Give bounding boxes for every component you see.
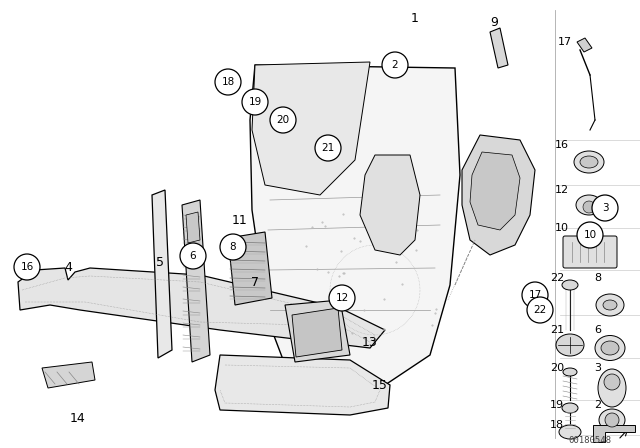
- Ellipse shape: [559, 425, 581, 439]
- Text: 8: 8: [595, 273, 602, 283]
- Text: 10: 10: [555, 223, 569, 233]
- Text: 5: 5: [156, 255, 164, 268]
- Polygon shape: [577, 38, 592, 52]
- Ellipse shape: [601, 341, 619, 355]
- Polygon shape: [250, 65, 460, 385]
- Text: 17: 17: [529, 290, 541, 300]
- Polygon shape: [42, 362, 95, 388]
- Text: 21: 21: [321, 143, 335, 153]
- Text: 20: 20: [550, 363, 564, 373]
- Polygon shape: [593, 425, 635, 442]
- Text: 13: 13: [362, 336, 378, 349]
- Text: 7: 7: [251, 276, 259, 289]
- Text: 12: 12: [555, 185, 569, 195]
- Polygon shape: [152, 190, 172, 358]
- Polygon shape: [470, 152, 520, 230]
- Text: 20: 20: [276, 115, 289, 125]
- Text: 11: 11: [232, 214, 248, 227]
- Circle shape: [592, 195, 618, 221]
- Text: 1: 1: [411, 12, 419, 25]
- Text: 3: 3: [602, 203, 608, 213]
- Circle shape: [583, 201, 595, 213]
- Text: 18: 18: [221, 77, 235, 87]
- Text: 6: 6: [189, 251, 196, 261]
- Ellipse shape: [563, 368, 577, 376]
- Circle shape: [604, 374, 620, 390]
- Text: 21: 21: [550, 325, 564, 335]
- Ellipse shape: [596, 294, 624, 316]
- Circle shape: [382, 52, 408, 78]
- Polygon shape: [252, 62, 370, 195]
- Polygon shape: [186, 212, 200, 243]
- Text: 12: 12: [335, 293, 349, 303]
- Text: 16: 16: [20, 262, 34, 272]
- Text: 2: 2: [595, 400, 602, 410]
- Polygon shape: [292, 308, 342, 357]
- Circle shape: [14, 254, 40, 280]
- Text: 14: 14: [70, 412, 86, 425]
- Text: 8: 8: [230, 242, 236, 252]
- Polygon shape: [215, 355, 390, 415]
- Text: 19: 19: [248, 97, 262, 107]
- Text: 16: 16: [555, 140, 569, 150]
- Text: 00180548: 00180548: [568, 435, 611, 444]
- Text: 15: 15: [372, 379, 388, 392]
- Text: 17: 17: [558, 37, 572, 47]
- Polygon shape: [228, 232, 272, 305]
- Text: 22: 22: [533, 305, 547, 315]
- Text: 2: 2: [392, 60, 398, 70]
- Text: 22: 22: [550, 273, 564, 283]
- Text: 19: 19: [550, 400, 564, 410]
- Polygon shape: [182, 200, 210, 362]
- Circle shape: [270, 107, 296, 133]
- Ellipse shape: [580, 156, 598, 168]
- Circle shape: [522, 282, 548, 308]
- Circle shape: [605, 413, 619, 427]
- Text: 9: 9: [490, 16, 498, 29]
- Text: 10: 10: [584, 230, 596, 240]
- Ellipse shape: [599, 409, 625, 431]
- Ellipse shape: [598, 369, 626, 407]
- Ellipse shape: [603, 300, 617, 310]
- Circle shape: [329, 285, 355, 311]
- Circle shape: [215, 69, 241, 95]
- Ellipse shape: [576, 195, 602, 215]
- Polygon shape: [490, 28, 508, 68]
- Polygon shape: [285, 300, 350, 362]
- Ellipse shape: [595, 336, 625, 361]
- Text: 18: 18: [550, 420, 564, 430]
- Ellipse shape: [574, 151, 604, 173]
- Text: 4: 4: [64, 260, 72, 273]
- Text: 3: 3: [595, 363, 602, 373]
- Circle shape: [527, 297, 553, 323]
- Polygon shape: [18, 268, 385, 348]
- Circle shape: [577, 222, 603, 248]
- Ellipse shape: [562, 403, 578, 413]
- Circle shape: [242, 89, 268, 115]
- Circle shape: [220, 234, 246, 260]
- Text: 6: 6: [595, 325, 602, 335]
- FancyBboxPatch shape: [563, 236, 617, 268]
- Ellipse shape: [556, 334, 584, 356]
- Circle shape: [180, 243, 206, 269]
- Polygon shape: [462, 135, 535, 255]
- Circle shape: [315, 135, 341, 161]
- Ellipse shape: [562, 280, 578, 290]
- Polygon shape: [360, 155, 420, 255]
